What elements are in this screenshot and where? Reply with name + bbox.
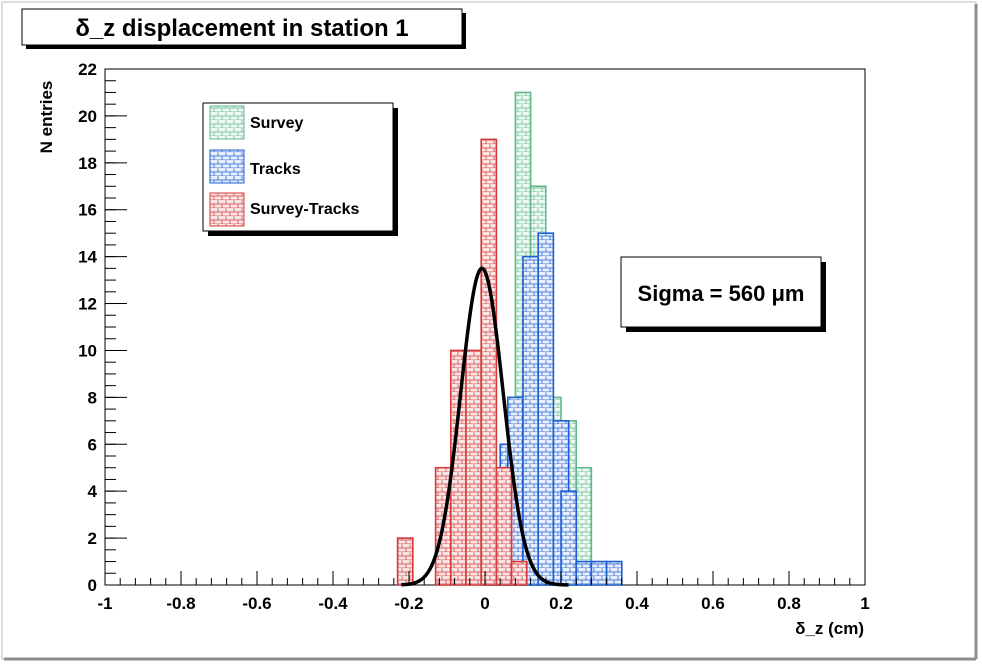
x-tick-label: 0 xyxy=(480,594,489,613)
y-tick-label: 2 xyxy=(88,529,97,548)
y-tick-label: 0 xyxy=(88,576,97,595)
bar-survey-tracks-3 xyxy=(465,349,482,586)
title-box: δ_z displacement in station 1 xyxy=(21,8,466,49)
y-tick-label: 22 xyxy=(78,60,97,79)
gaussian-fit-curve xyxy=(401,266,569,587)
legend-swatch-survey-tracks xyxy=(209,192,245,227)
y-axis-label: N entries xyxy=(37,81,56,154)
legend-label-survey: Survey xyxy=(250,115,303,132)
x-tick-label: -1 xyxy=(97,594,112,613)
legend: Survey Tracks Survey-Tracks xyxy=(202,102,398,236)
fit-layer xyxy=(401,266,569,587)
legend-swatch-tracks xyxy=(209,149,245,184)
bar-tracks-10 xyxy=(605,560,623,586)
y-tick-label: 8 xyxy=(88,388,97,407)
bar-tracks-7 xyxy=(560,490,577,586)
legend-label-survey-tracks: Survey-Tracks xyxy=(250,201,360,218)
bar-survey-tracks-0 xyxy=(396,537,414,586)
x-tick-label: -0.2 xyxy=(394,594,423,613)
y-tick-label: 14 xyxy=(78,248,97,267)
chart-title: δ_z displacement in station 1 xyxy=(75,15,408,42)
bar-survey-tracks-5 xyxy=(495,466,513,586)
sigma-annotation: Sigma = 560 μm xyxy=(638,281,805,306)
sigma-annotation-box: Sigma = 560 μm xyxy=(620,256,826,332)
x-tick-label: -0.8 xyxy=(166,594,195,613)
bar-survey-tracks-6 xyxy=(510,560,528,586)
x-axis-label: δ_z (cm) xyxy=(795,619,864,638)
x-tick-label: -0.6 xyxy=(242,594,271,613)
legend-item-survey-tracks: Survey-Tracks xyxy=(209,192,360,227)
legend-swatch-survey xyxy=(209,105,245,140)
bars-layer xyxy=(396,91,623,586)
x-tick-label: 0.6 xyxy=(701,594,725,613)
x-tick-label: 1 xyxy=(860,594,869,613)
legend-label-tracks: Tracks xyxy=(250,161,301,178)
y-tick-label: 4 xyxy=(88,482,98,501)
y-tick-label: 16 xyxy=(78,201,97,220)
y-tick-label: 12 xyxy=(78,295,97,314)
y-tick-label: 18 xyxy=(78,154,97,173)
legend-item-survey: Survey xyxy=(209,105,303,140)
x-tick-label: 0.4 xyxy=(625,594,649,613)
x-tick-label: -0.4 xyxy=(318,594,348,613)
bar-survey-tracks-4 xyxy=(480,138,498,586)
y-tick-label: 10 xyxy=(78,341,97,360)
y-tick-label: 20 xyxy=(78,107,97,126)
x-tick-label: 0.2 xyxy=(549,594,573,613)
bar-tracks-4 xyxy=(522,255,539,586)
bar-tracks-9 xyxy=(590,560,608,586)
legend-item-tracks: Tracks xyxy=(209,149,301,184)
y-tick-label: 6 xyxy=(88,435,97,454)
x-tick-label: 0.8 xyxy=(777,594,801,613)
bar-tracks-8 xyxy=(575,560,593,586)
bar-tracks-5 xyxy=(537,232,555,586)
axes-layer: -1 -0.8 -0.6 -0.4 -0.2 0 0.2 0.4 0.6 0.8 102468101… xyxy=(78,60,870,613)
